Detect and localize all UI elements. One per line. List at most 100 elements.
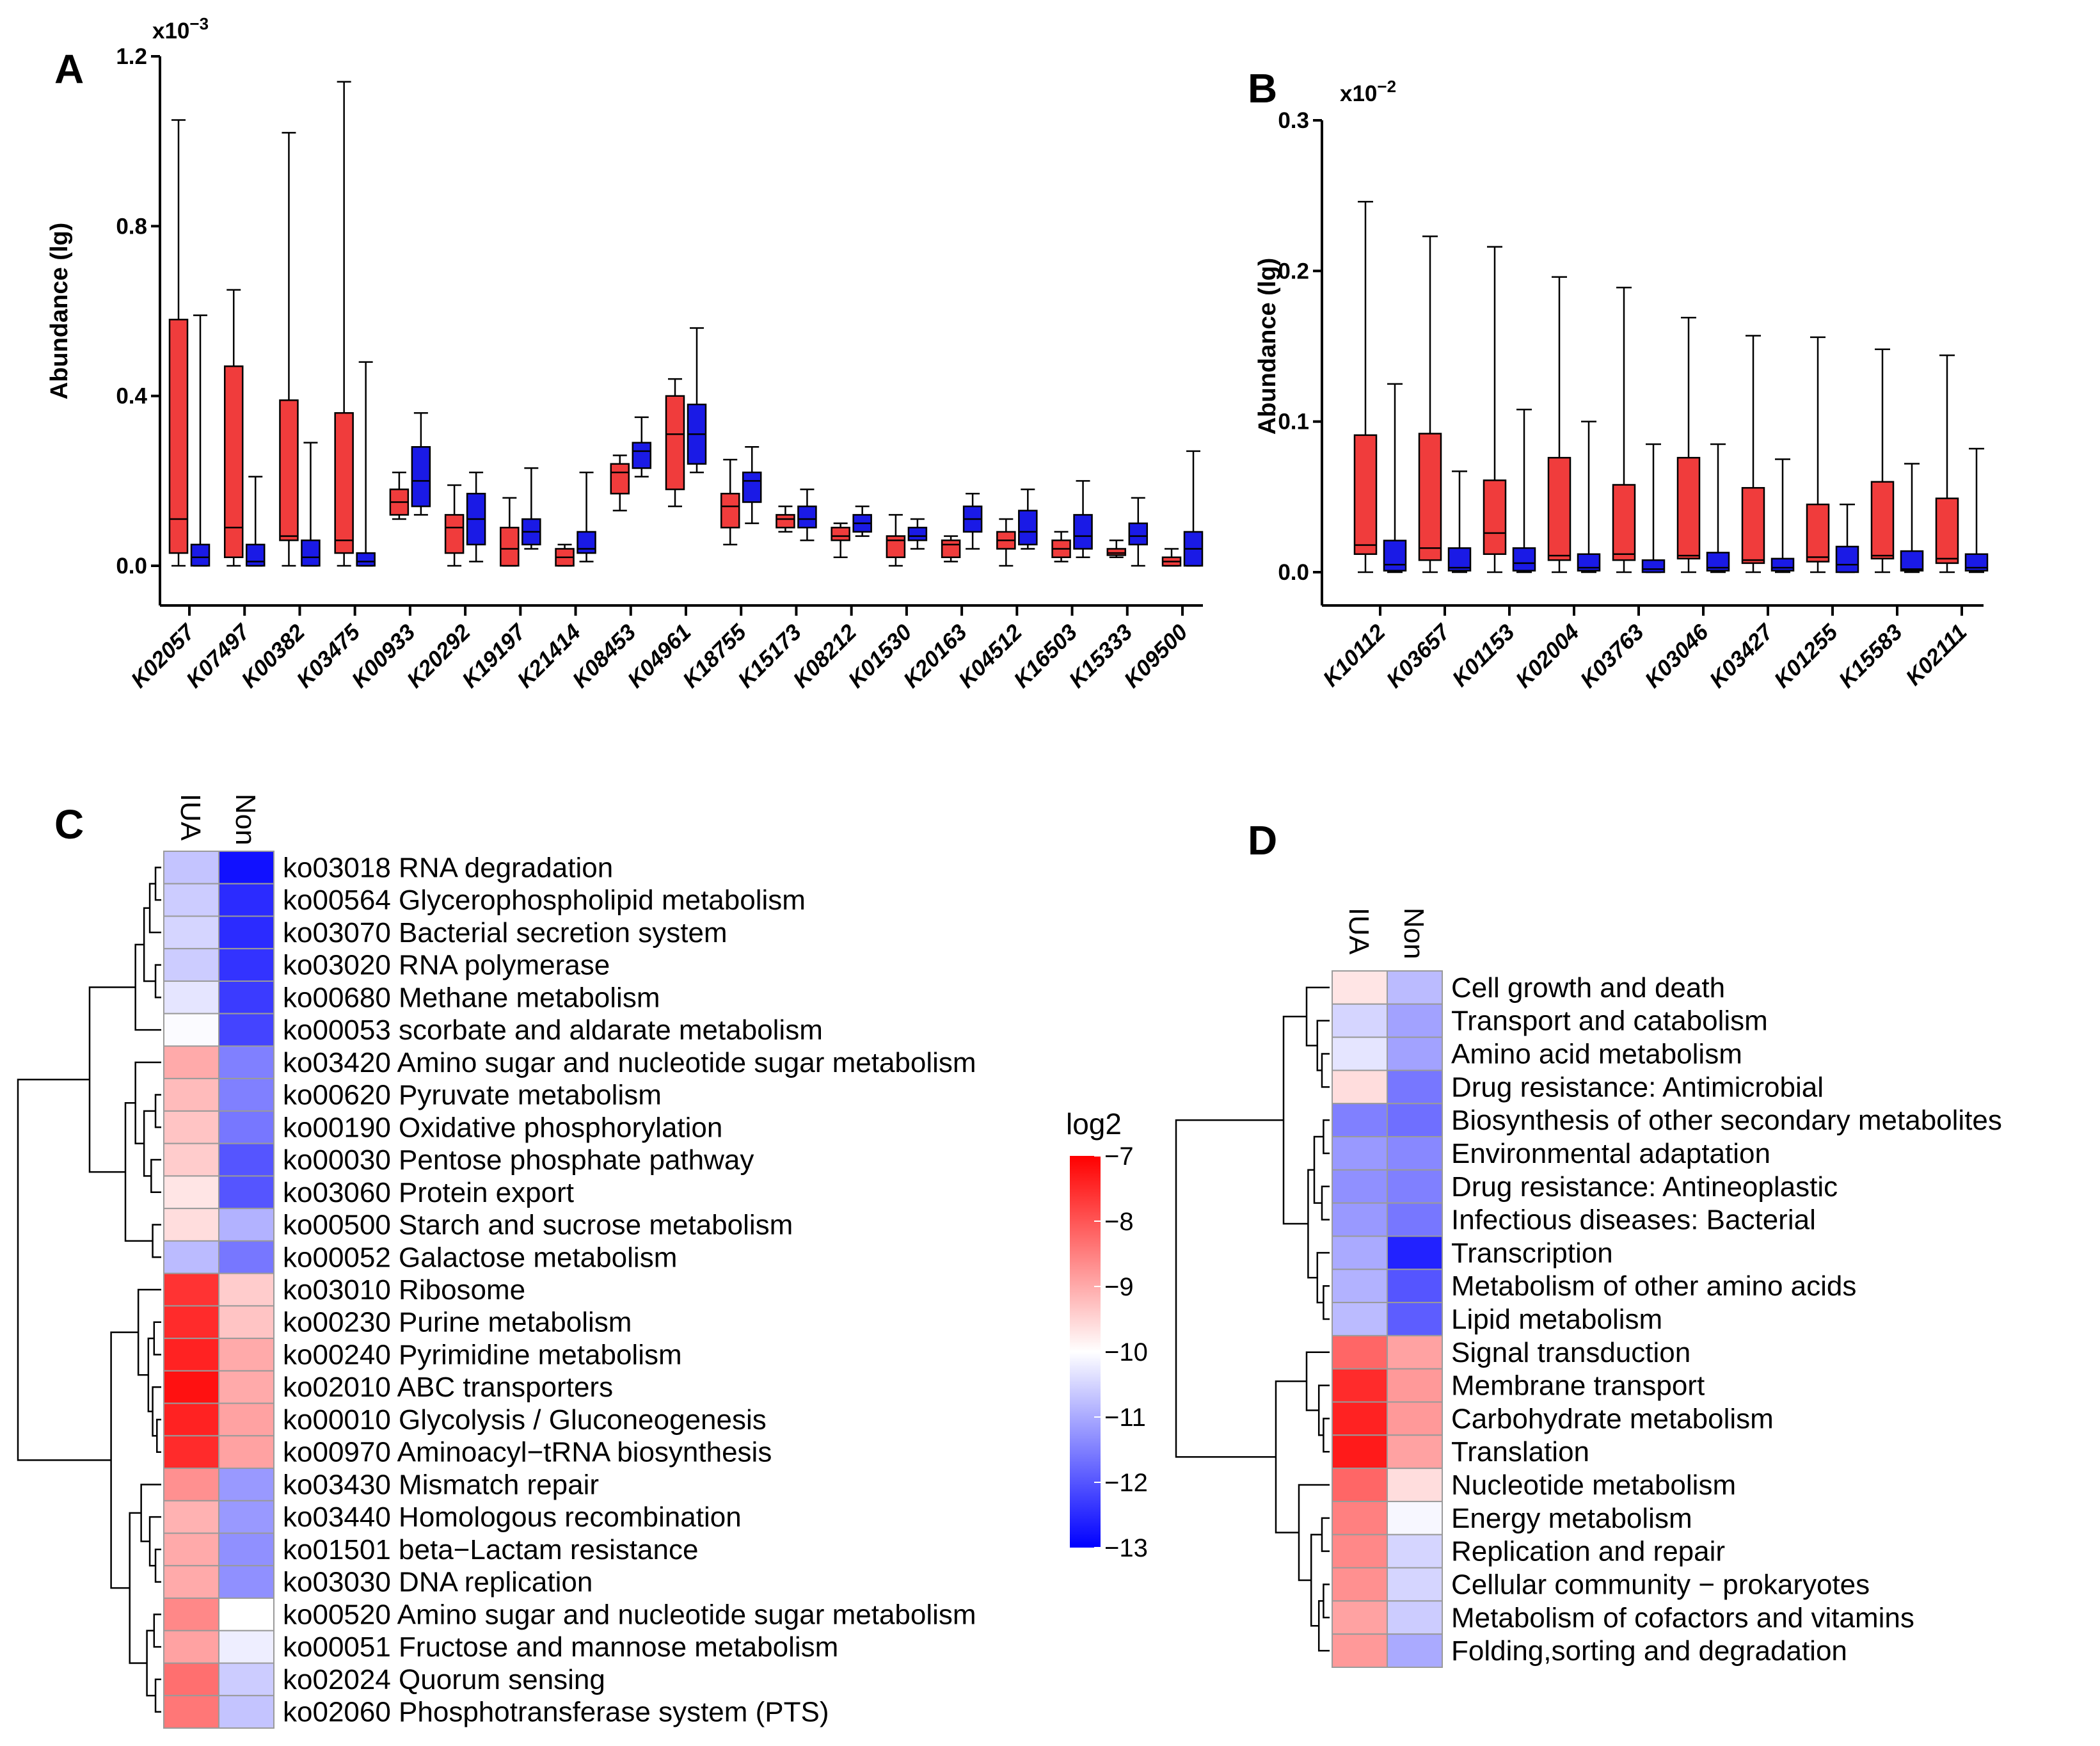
heatmap-cell	[218, 1013, 274, 1047]
row-label: ko03030 DNA replication	[283, 1567, 593, 1598]
box-non	[301, 539, 321, 567]
box-non	[190, 543, 211, 567]
box-non	[742, 471, 762, 503]
box-iua	[1676, 456, 1701, 560]
box-iua	[500, 527, 520, 567]
row-label: ko00052 Galactose metabolism	[283, 1242, 677, 1273]
heatmap-cell	[218, 1630, 274, 1664]
heatmap-cell	[1387, 1567, 1443, 1602]
panel-label-d: D	[1248, 817, 1277, 863]
row-label: ko00564 Glycerophospholipid metabolism	[283, 885, 806, 916]
column-label-non: Non	[1398, 908, 1429, 959]
x-tick-label: K02111	[1901, 620, 1972, 691]
row-label: ko00680 Methane metabolism	[283, 982, 660, 1013]
y-tick-label: 1.2	[116, 44, 147, 69]
heatmap-cell	[163, 1240, 219, 1274]
heatmap-cell	[1387, 1069, 1443, 1105]
heatmap-cell	[1332, 1633, 1388, 1668]
y-tick-label: 0.1	[1278, 410, 1309, 435]
heatmap-cell	[1387, 970, 1443, 1005]
x-tick-label: K15583	[1834, 620, 1907, 693]
heatmap-cell	[163, 1468, 219, 1502]
legend-tick-label: −13	[1104, 1534, 1148, 1562]
heatmap-cell	[1387, 1534, 1443, 1569]
heatmap-cell	[1332, 1136, 1388, 1171]
heatmap-cell	[1387, 1103, 1443, 1138]
heatmap-cell	[1387, 1235, 1443, 1270]
heatmap-cell	[218, 1500, 274, 1534]
heatmap-cell	[1387, 1468, 1443, 1502]
row-label: ko00051 Fructose and mannose metabolism	[283, 1631, 838, 1663]
axis-multiplier: x10−3	[152, 14, 209, 44]
row-label: ko03020 RNA polymerase	[283, 950, 610, 981]
dendrogram-branch	[124, 1101, 153, 1242]
box-non	[356, 552, 376, 567]
y-axis-title: Abundance (lg)	[1254, 258, 1281, 435]
heatmap-cell	[1332, 1003, 1388, 1038]
heatmap-cell	[1387, 1202, 1443, 1237]
heatmap-cell	[218, 1175, 274, 1210]
heatmap-cell	[1332, 1500, 1388, 1535]
heatmap-cell	[163, 1532, 219, 1567]
dendrogram-branch	[154, 1678, 161, 1713]
heatmap-cell	[1387, 1368, 1443, 1403]
heatmap-cell	[1332, 1103, 1388, 1138]
box-non	[1383, 540, 1407, 572]
box-iua	[1353, 434, 1378, 556]
box-iua	[1935, 497, 1959, 565]
y-tick-label: 0.0	[1278, 560, 1309, 585]
box-non	[1073, 514, 1093, 550]
row-label: ko03440 Homologous recombination	[283, 1502, 742, 1533]
box-iua	[720, 492, 740, 529]
x-tick-label: K01255	[1769, 620, 1843, 693]
legend-tick-label: −7	[1104, 1142, 1134, 1171]
heatmap-cell	[218, 1402, 274, 1437]
row-label: Amino acid metabolism	[1451, 1039, 1742, 1070]
box-iua	[886, 535, 906, 558]
heatmap-cell	[163, 1630, 219, 1664]
heatmap-cell	[1387, 1003, 1443, 1038]
heatmap-cell	[1387, 1136, 1443, 1171]
row-label: Drug resistance: Antimicrobial	[1451, 1071, 1824, 1103]
heatmap-cell	[1332, 1036, 1388, 1071]
box-non	[1641, 559, 1666, 573]
x-tick-label: K02004	[1511, 620, 1584, 693]
axis-multiplier: x10−2	[1340, 77, 1396, 106]
row-label: ko03010 Ribosome	[283, 1274, 525, 1306]
heatmap-cell	[163, 1013, 219, 1047]
box-non	[632, 442, 652, 469]
dendrogram-branch	[17, 1078, 111, 1461]
heatmap-cell	[218, 1468, 274, 1502]
column-label-iua: IUA	[1343, 908, 1374, 955]
heatmap-cell	[218, 1598, 274, 1631]
heatmap-cell	[218, 1045, 274, 1080]
heatmap-cell	[1332, 970, 1388, 1005]
box-non	[1835, 545, 1859, 573]
dendrogram-branch	[1323, 1583, 1330, 1619]
row-label: ko00190 Oxidative phosphorylation	[283, 1112, 722, 1143]
legend-tick-label: −12	[1104, 1469, 1148, 1497]
box-non	[907, 527, 928, 541]
row-label: Infectious diseases: Bacterial	[1451, 1205, 1816, 1236]
row-label: Translation	[1451, 1436, 1589, 1468]
heatmap-cell	[1387, 1269, 1443, 1304]
heatmap-cell	[1387, 1500, 1443, 1535]
row-label: ko02024 Quorum sensing	[283, 1664, 605, 1695]
heatmap-cell	[218, 1208, 274, 1242]
box-iua	[1741, 486, 1765, 565]
heatmap-cell	[163, 1208, 219, 1242]
heatmap-cell	[163, 1435, 219, 1470]
heatmap-cell	[218, 851, 274, 885]
heatmap-cell	[218, 1532, 274, 1567]
box-non	[1512, 547, 1536, 572]
heatmap-cell	[163, 1370, 219, 1404]
heatmap-cell	[1332, 1434, 1388, 1470]
row-label: ko00240 Pyrimidine metabolism	[283, 1339, 682, 1370]
heatmap-cell	[1332, 1600, 1388, 1635]
row-label: Environmental adaptation	[1451, 1138, 1770, 1169]
x-tick-label: K01153	[1447, 620, 1520, 692]
x-tick-label: K03427	[1705, 619, 1778, 693]
